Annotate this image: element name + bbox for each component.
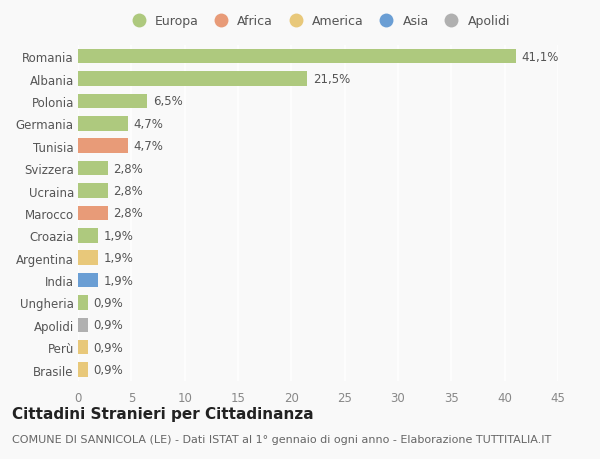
Text: 2,8%: 2,8%: [113, 162, 143, 175]
Text: 2,8%: 2,8%: [113, 185, 143, 197]
Bar: [78, 162, 108, 176]
Bar: [78, 229, 98, 243]
Bar: [78, 50, 517, 64]
Text: 6,5%: 6,5%: [152, 95, 182, 108]
Text: 0,9%: 0,9%: [93, 364, 122, 376]
Text: 4,7%: 4,7%: [133, 118, 163, 130]
Bar: [78, 296, 88, 310]
Bar: [78, 251, 98, 265]
Text: 41,1%: 41,1%: [522, 50, 559, 63]
Legend: Europa, Africa, America, Asia, Apolidi: Europa, Africa, America, Asia, Apolidi: [126, 15, 510, 28]
Bar: [78, 184, 108, 198]
Bar: [78, 318, 88, 332]
Bar: [78, 363, 88, 377]
Text: 1,9%: 1,9%: [104, 274, 133, 287]
Bar: [78, 117, 128, 131]
Text: COMUNE DI SANNICOLA (LE) - Dati ISTAT al 1° gennaio di ogni anno - Elaborazione : COMUNE DI SANNICOLA (LE) - Dati ISTAT al…: [12, 434, 551, 444]
Text: 0,9%: 0,9%: [93, 341, 122, 354]
Text: 21,5%: 21,5%: [313, 73, 350, 86]
Text: 4,7%: 4,7%: [133, 140, 163, 153]
Text: 0,9%: 0,9%: [93, 319, 122, 331]
Text: 0,9%: 0,9%: [93, 297, 122, 309]
Text: 1,9%: 1,9%: [104, 230, 133, 242]
Bar: [78, 206, 108, 221]
Bar: [78, 139, 128, 154]
Text: 1,9%: 1,9%: [104, 252, 133, 264]
Text: 2,8%: 2,8%: [113, 207, 143, 220]
Bar: [78, 95, 148, 109]
Bar: [78, 340, 88, 355]
Bar: [78, 273, 98, 288]
Text: Cittadini Stranieri per Cittadinanza: Cittadini Stranieri per Cittadinanza: [12, 406, 314, 421]
Bar: [78, 72, 307, 87]
